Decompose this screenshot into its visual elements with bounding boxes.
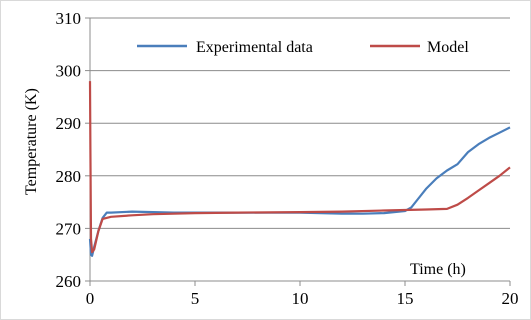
y-tick-label: 300 — [56, 62, 82, 81]
legend-label-model: Model — [427, 39, 469, 56]
x-tick-label: 15 — [397, 289, 414, 308]
y-tick-label: 310 — [56, 9, 82, 28]
x-tick-label: 10 — [292, 289, 309, 308]
x-axis-title: Time (h) — [410, 261, 466, 278]
legend-label-experimental: Experimental data — [196, 39, 313, 56]
grid-layer — [90, 17, 510, 282]
y-tick-label: 280 — [56, 167, 82, 186]
series-line-model — [88, 81, 511, 254]
x-tick-label: 20 — [502, 289, 519, 308]
series-line-experimental — [88, 126, 511, 257]
x-tick-label: 5 — [191, 289, 200, 308]
y-tick-label: 290 — [56, 114, 82, 133]
y-tick-label: 270 — [56, 219, 82, 238]
tick-label-layer: 260 270 280 290 300 310 0 5 10 15 20 — [56, 9, 519, 308]
x-tick-label: 0 — [86, 289, 95, 308]
legend: Experimental data Model — [137, 39, 469, 56]
series-layer — [88, 81, 511, 257]
y-tick-label: 260 — [56, 272, 82, 291]
y-axis-title: Temperature (K) — [23, 88, 40, 195]
